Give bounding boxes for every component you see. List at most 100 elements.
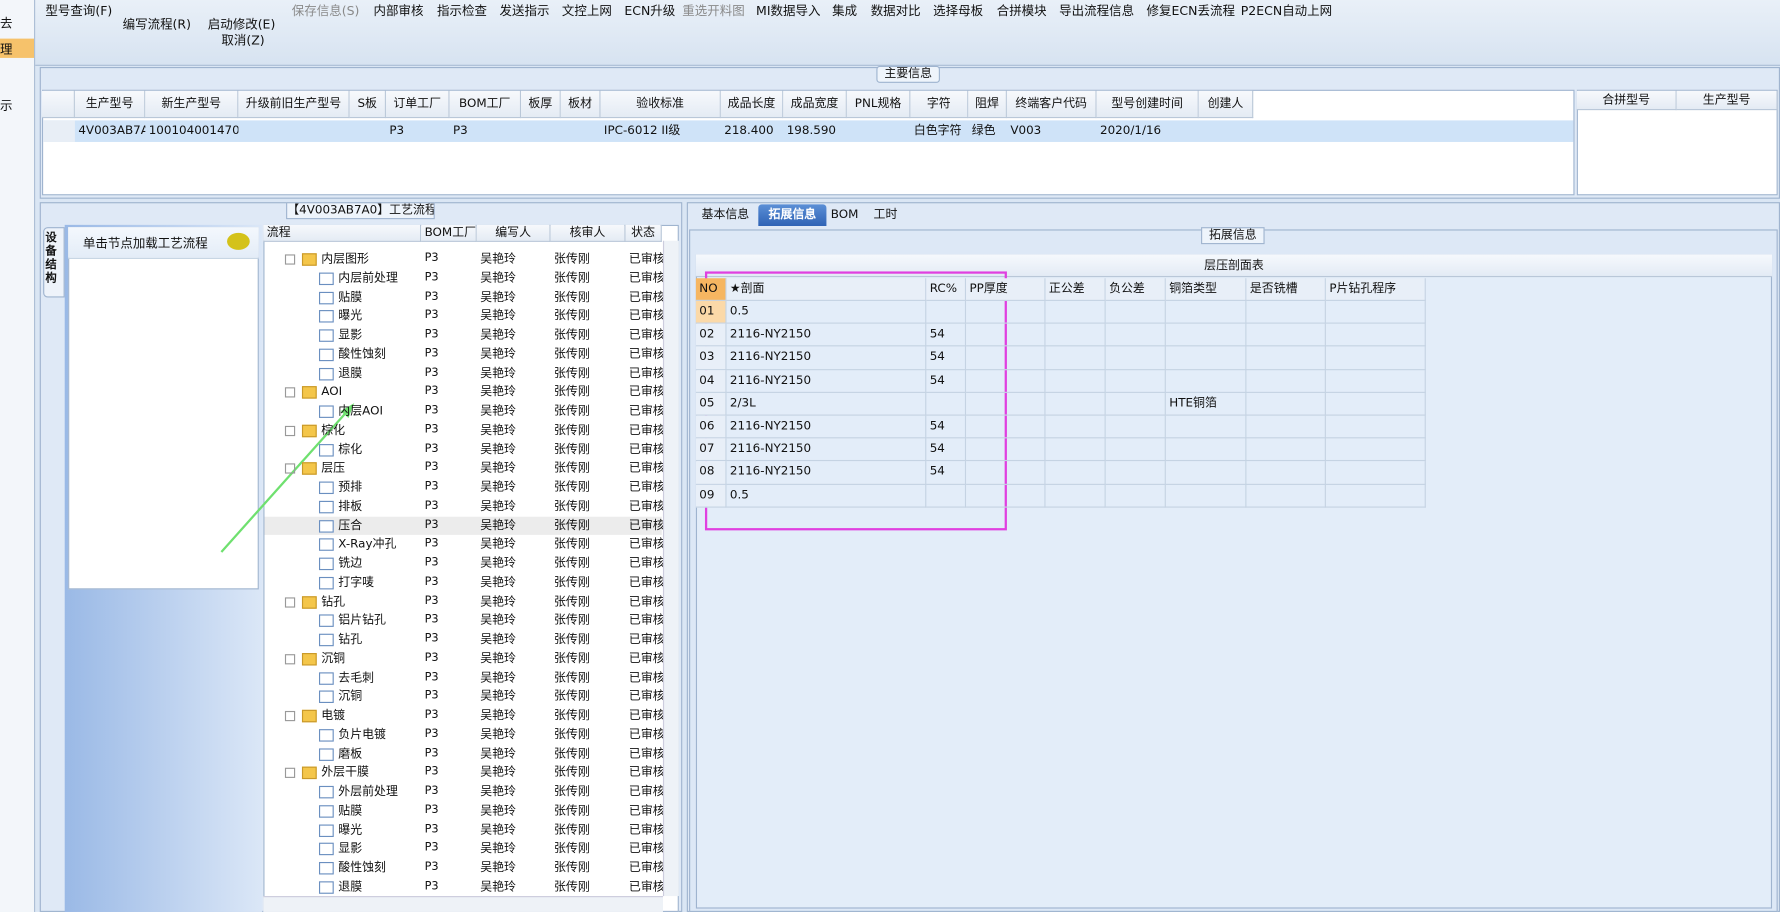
hint-text[interactable]: 单击节点加载工艺流程 [82, 236, 208, 251]
tree-node[interactable]: 沉铜 [321, 651, 346, 666]
column-header[interactable]: 订单工厂 [385, 90, 450, 119]
expander[interactable] [284, 463, 296, 474]
column-header[interactable]: 编写人 [476, 224, 551, 242]
toolbar-button[interactable]: P2ECN自动上网 [1240, 3, 1333, 19]
column-header[interactable]: S板 [349, 90, 386, 119]
tree-node[interactable]: 排板 [338, 499, 363, 514]
tree-node[interactable]: 贴膜 [338, 803, 363, 818]
tree-node[interactable]: 曝光 [338, 822, 363, 837]
column-header[interactable]: ★剖面 [726, 278, 927, 301]
column-header[interactable]: 流程 [263, 224, 422, 242]
tree-node[interactable]: 铣边 [338, 556, 363, 571]
column-header[interactable]: 正公差 [1045, 278, 1106, 301]
column-header[interactable]: 终端客户代码 [1006, 90, 1097, 119]
tab[interactable]: BOM [830, 207, 859, 222]
tab[interactable]: 基本信息 [701, 207, 750, 222]
column-header[interactable]: RC% [926, 278, 967, 301]
selected-tree-row[interactable] [264, 516, 662, 536]
column-header[interactable]: 新生产型号 [145, 90, 239, 119]
tree-node[interactable]: 棕化 [338, 442, 363, 456]
tree-node[interactable]: 压合 [338, 518, 363, 533]
toolbar-button[interactable]: 型号查询(F) [45, 3, 113, 19]
toolbar-button[interactable]: 选择母板 [933, 3, 984, 19]
column-header[interactable]: 合拼型号 [1576, 90, 1677, 111]
tree-node[interactable]: 去毛刺 [338, 670, 375, 685]
tree-node[interactable]: 退膜 [338, 366, 363, 380]
column-header[interactable]: PNL规格 [846, 90, 911, 119]
strip-item[interactable]: 去 [0, 15, 13, 31]
toolbar-button[interactable]: 导出流程信息 [1059, 3, 1135, 19]
expander[interactable] [284, 596, 296, 608]
tree-node[interactable]: 贴膜 [338, 290, 363, 304]
expander[interactable] [284, 710, 296, 722]
selected-row[interactable] [43, 120, 1574, 142]
column-header[interactable]: PP厚度 [966, 278, 1046, 301]
tree-node[interactable]: X-Ray冲孔 [338, 537, 397, 552]
tree-node[interactable]: 层压 [321, 461, 346, 476]
tree-scrollbar[interactable] [662, 240, 679, 897]
column-header[interactable]: 生产型号 [74, 90, 146, 119]
expander[interactable] [284, 768, 296, 779]
column-header[interactable]: 字符 [910, 90, 969, 119]
column-header[interactable]: 升级前旧生产型号 [238, 90, 350, 119]
column-header[interactable]: BOM工厂 [449, 90, 522, 119]
tree-node[interactable]: 显影 [338, 328, 363, 342]
tree-node[interactable]: 内层图形 [321, 252, 369, 266]
column-header[interactable]: 是否铣槽 [1246, 278, 1326, 301]
tree-node[interactable]: 钻孔 [321, 594, 346, 609]
column-header[interactable]: NO [695, 278, 727, 301]
toolbar-button[interactable]: 集成 [832, 3, 858, 19]
tree-node[interactable]: 磨板 [338, 746, 363, 761]
tree-node[interactable]: 负片电镀 [338, 727, 386, 742]
tree-node[interactable]: 预排 [338, 480, 363, 495]
tree-node[interactable]: 外层干膜 [321, 765, 369, 780]
tree-node[interactable]: 酸性蚀刻 [338, 860, 386, 875]
expander[interactable] [284, 254, 296, 265]
side-tab[interactable] [43, 227, 65, 298]
expander[interactable] [284, 653, 296, 665]
tab[interactable]: 拓展信息 [758, 204, 827, 227]
tree-node[interactable]: 打字唛 [338, 575, 375, 590]
tree-node[interactable]: 显影 [338, 841, 363, 856]
tree-node[interactable]: 酸性蚀刻 [338, 347, 386, 361]
column-header[interactable]: 板厚 [521, 90, 561, 119]
column-header[interactable]: 成品宽度 [783, 90, 847, 119]
toolbar-button[interactable]: 发送指示 [499, 3, 550, 19]
expander[interactable] [284, 387, 296, 398]
tree-node[interactable]: 钻孔 [338, 632, 363, 647]
tree-node[interactable]: 退膜 [338, 879, 363, 894]
side-tab-label[interactable]: 设备结构 [45, 231, 57, 286]
toolbar-button[interactable]: 指示检查 [437, 3, 488, 19]
tree-node[interactable]: 棕化 [321, 423, 346, 437]
tree-node[interactable]: 曝光 [338, 309, 363, 323]
toolbar-button[interactable]: MI数据导入 [756, 3, 821, 19]
tree-hscrollbar[interactable] [263, 896, 663, 912]
toolbar-button[interactable]: 保存信息(S) [291, 3, 360, 19]
strip-item[interactable]: 示 [0, 98, 13, 114]
tree-node[interactable]: 铝片钻孔 [338, 613, 386, 628]
toolbar-button[interactable]: 内部审核 [373, 3, 424, 19]
toolbar-button[interactable]: 编写流程(R) [122, 17, 191, 32]
column-header[interactable]: 阻焊 [968, 90, 1007, 119]
toolbar-button[interactable]: 重选开料图 [682, 3, 745, 19]
column-header[interactable]: 负公差 [1105, 278, 1166, 301]
column-header[interactable]: 型号创建时间 [1096, 90, 1199, 119]
toolbar-button[interactable]: 启动修改(E) [207, 17, 276, 32]
column-header[interactable]: 铜箔类型 [1165, 278, 1247, 301]
toolbar-button[interactable]: 取消(Z) [221, 32, 265, 48]
tree-node[interactable]: 内层前处理 [338, 271, 398, 285]
tree-node[interactable]: 外层前处理 [338, 784, 398, 799]
column-header[interactable]: BOM工厂 [421, 224, 477, 242]
tree-node[interactable]: 电镀 [321, 708, 346, 723]
column-header[interactable]: 成品长度 [720, 90, 784, 119]
column-header[interactable]: P片钻孔程序 [1325, 278, 1426, 301]
toolbar-button[interactable]: 修复ECN丢流程 [1146, 3, 1235, 19]
toolbar-button[interactable]: ECN升级 [624, 3, 676, 19]
strip-item[interactable]: 理 [0, 42, 13, 57]
toolbar-button[interactable]: 合拼模块 [996, 3, 1047, 19]
column-header[interactable]: 核审人 [550, 224, 626, 242]
toolbar-button[interactable]: 数据对比 [870, 3, 921, 19]
column-header[interactable]: 板材 [560, 90, 601, 119]
tree-node[interactable]: 沉铜 [338, 689, 363, 704]
tab[interactable]: 工时 [873, 207, 898, 222]
